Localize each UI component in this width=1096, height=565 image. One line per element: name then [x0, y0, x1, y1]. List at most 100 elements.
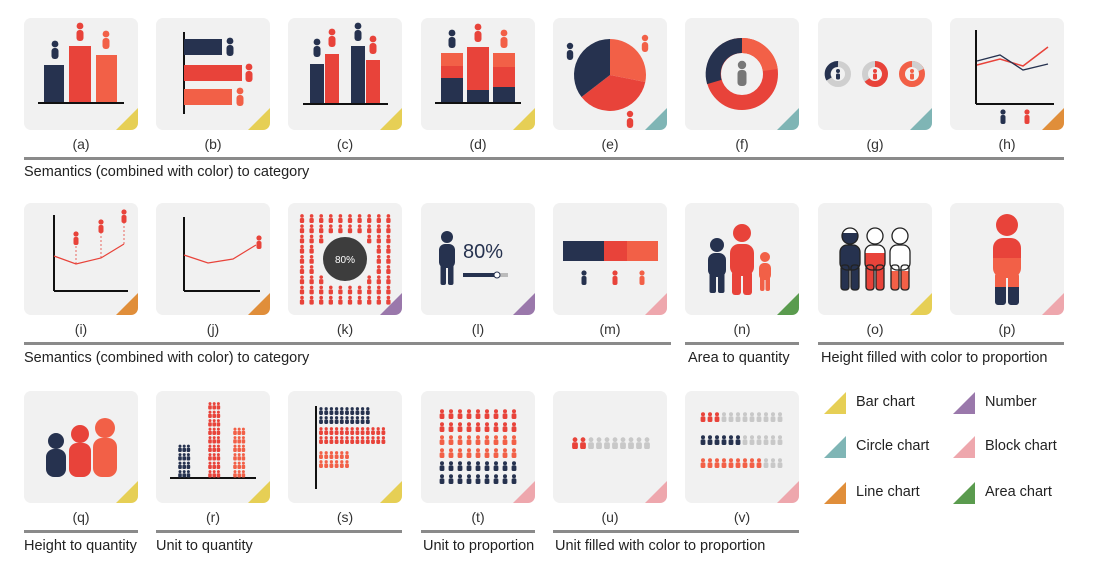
person-unit-icon: [355, 416, 360, 424]
person-unit-icon: [365, 427, 370, 435]
legend-label: Number: [985, 394, 1037, 410]
person-unit-icon: [319, 451, 323, 459]
person-unit-icon: [371, 427, 375, 435]
person-unit-icon: [381, 436, 386, 444]
person-unit-icon: [216, 419, 221, 427]
person-unit-icon: [376, 244, 381, 254]
person-unit-icon: [309, 224, 314, 234]
person-unit-icon: [182, 444, 186, 452]
tile-u: [553, 391, 667, 503]
category-corner: [380, 481, 402, 503]
person-unit-icon: [212, 427, 216, 435]
category-corner: [910, 108, 932, 130]
person-unit-icon: [355, 427, 360, 435]
person-unit-icon: [457, 422, 463, 432]
person-unit-icon: [309, 285, 314, 295]
category-corner: [380, 293, 402, 315]
line-chart-swatch-icon: [824, 482, 846, 504]
circle-chart-swatch-icon: [824, 436, 846, 458]
person-unit-icon: [345, 407, 349, 415]
person-unit-icon: [466, 448, 472, 458]
bar-chart-person-icon: [38, 22, 124, 104]
person-unit-icon: [386, 254, 391, 264]
tile-i: [24, 203, 138, 315]
person-unit-icon: [360, 416, 365, 424]
number-swatch-icon: [953, 392, 975, 414]
person-unit-icon: [386, 275, 391, 285]
tile-label: (d): [469, 136, 487, 152]
tile-label: (m): [599, 321, 621, 337]
person-unit-icon: [714, 412, 720, 422]
person-unit-icon: [299, 265, 305, 274]
multi-line-person-icon: [975, 30, 1054, 124]
tile-label: (i): [74, 321, 88, 337]
person-unit-icon: [376, 436, 381, 444]
category-corner: [777, 481, 799, 503]
person-unit-icon: [367, 214, 372, 223]
person-unit-icon: [493, 448, 499, 458]
person-unit-icon: [357, 295, 362, 305]
person-unit-icon: [237, 461, 241, 469]
person-unit-icon: [350, 407, 355, 415]
person-unit-icon: [216, 436, 221, 444]
person-unit-icon: [457, 409, 463, 419]
person-unit-icon: [756, 435, 762, 445]
person-unit-icon: [721, 435, 727, 445]
tile-label: (p): [998, 321, 1016, 337]
person-unit-icon: [216, 453, 221, 461]
tile-n: [685, 203, 799, 315]
tile-k: 80%: [288, 203, 402, 315]
small-donuts-person-icon: [824, 61, 925, 87]
person-unit-icon: [484, 409, 490, 419]
person-unit-icon: [742, 412, 748, 422]
person-unit-icon: [216, 461, 221, 469]
person-unit-icon: [457, 448, 463, 458]
tile-s: [288, 391, 402, 503]
tile-label: (k): [336, 321, 354, 337]
person-unit-icon: [756, 412, 762, 422]
person-unit-icon: [728, 435, 734, 445]
line-end-person-icon: [183, 217, 262, 292]
person-unit-icon: [241, 436, 246, 444]
person-unit-icon: [367, 295, 372, 305]
person-unit-icon: [212, 402, 216, 410]
person-unit-icon: [237, 470, 241, 478]
person-unit-icon: [439, 409, 445, 419]
person-unit-icon: [484, 461, 490, 471]
person-unit-icon: [319, 295, 324, 305]
category-corner: [248, 293, 270, 315]
person-unit-icon: [357, 285, 362, 295]
person-unit-icon: [178, 453, 182, 461]
person-unit-icon: [350, 436, 355, 444]
person-unit-icon: [241, 427, 246, 435]
unit-proportion-grid-icon: [439, 409, 517, 484]
person-unit-icon: [628, 437, 634, 449]
person-unit-icon: [334, 436, 339, 444]
person-unit-icon: [700, 412, 706, 422]
person-unit-icon: [756, 458, 762, 468]
tile-h: [950, 18, 1064, 130]
person-unit-icon: [334, 407, 339, 415]
person-unit-icon: [329, 451, 334, 459]
person-unit-icon: [448, 461, 454, 471]
person-unit-icon: [309, 244, 314, 254]
person-unit-icon: [324, 416, 329, 424]
person-unit-icon: [237, 444, 241, 452]
person-unit-icon: [186, 444, 191, 452]
person-unit-icon: [763, 435, 769, 445]
category-corner: [116, 293, 138, 315]
tile-c: [288, 18, 402, 130]
person-unit-icon: [334, 460, 339, 468]
person-unit-icon: [309, 275, 314, 285]
person-unit-icon: [475, 435, 481, 445]
number-person-slider-icon: 80%: [439, 231, 508, 285]
tile-g: [818, 18, 932, 130]
person-unit-icon: [448, 474, 454, 484]
person-unit-icon: [735, 458, 741, 468]
person-unit-icon: [742, 458, 748, 468]
person-unit-icon: [367, 234, 372, 244]
person-unit-icon: [233, 427, 237, 435]
person-unit-icon: [511, 409, 517, 419]
person-unit-icon: [770, 412, 776, 422]
person-unit-icon: [319, 416, 323, 424]
